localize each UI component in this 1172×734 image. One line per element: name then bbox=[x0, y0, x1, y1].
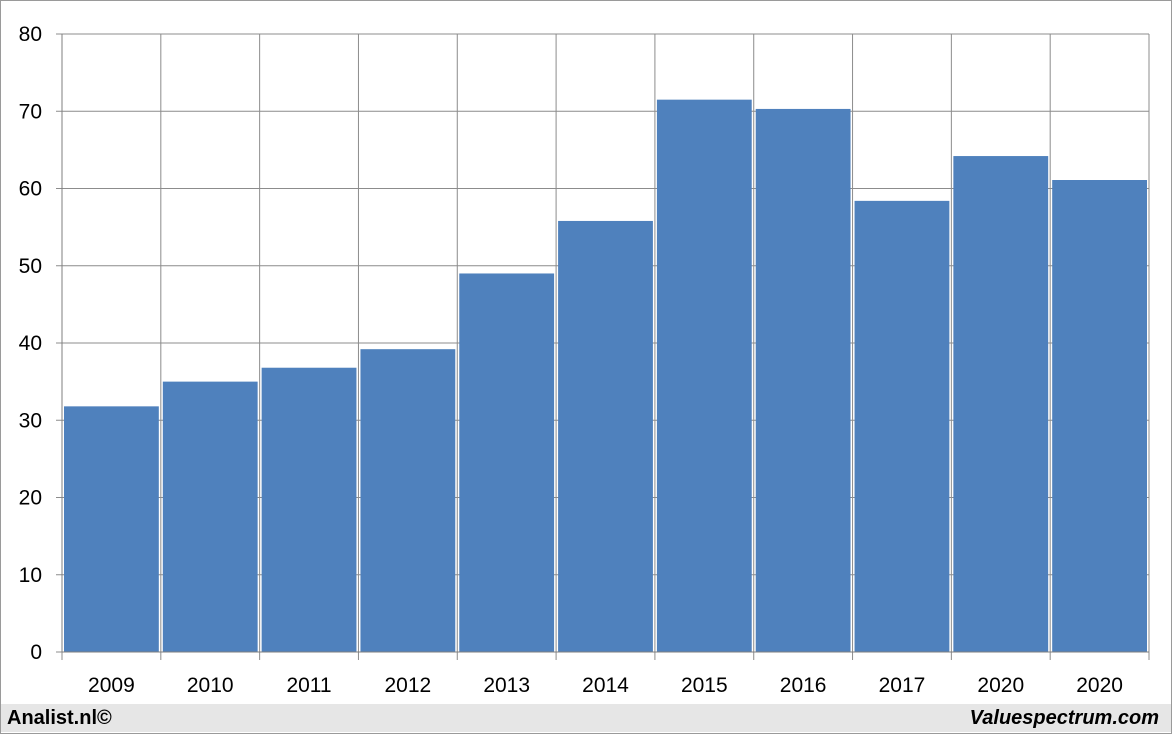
bar-2011 bbox=[261, 367, 357, 652]
x-tick-label: 2015 bbox=[681, 674, 728, 697]
y-tick-label: 30 bbox=[19, 409, 42, 432]
x-tick-label: 2014 bbox=[582, 674, 629, 697]
bar-2012 bbox=[360, 349, 456, 652]
bar-2013 bbox=[459, 273, 555, 652]
x-tick-label: 2012 bbox=[385, 674, 432, 697]
bar-2015 bbox=[656, 99, 752, 653]
bar-2017 bbox=[854, 200, 950, 653]
y-tick-label: 70 bbox=[19, 100, 42, 123]
x-tick-label: 2013 bbox=[483, 674, 530, 697]
x-tick-label: 2017 bbox=[879, 674, 926, 697]
bars-layer bbox=[64, 99, 1147, 653]
x-tick-label: 2020 bbox=[977, 674, 1024, 697]
footer-source-right: Valuespectrum.com bbox=[969, 707, 1159, 729]
footer-source-left: Analist.nl© bbox=[7, 707, 112, 729]
bar-2016 bbox=[755, 108, 851, 653]
y-tick-label: 80 bbox=[19, 23, 42, 46]
bar-2020 bbox=[953, 156, 1049, 652]
axis-layer bbox=[56, 33, 1149, 653]
y-tick-label: 40 bbox=[19, 332, 42, 355]
x-tick-label: 2011 bbox=[286, 674, 331, 697]
labels-layer: 0 10 20 30 40 50 60 70 80 2009 2010 2011 2012 2013 201… bbox=[19, 23, 1123, 697]
bar-chart: 0 10 20 30 40 50 60 70 80 2009 2010 2011 2012 2013 201… bbox=[19, 23, 1150, 697]
y-tick-label: 50 bbox=[19, 255, 42, 278]
x-tick-label: 2020 bbox=[1076, 674, 1123, 697]
x-tick-label: 2016 bbox=[780, 674, 827, 697]
y-tick-label: 20 bbox=[19, 487, 42, 510]
footer-bar: Analist.nl© Valuespectrum.com bbox=[1, 704, 1171, 732]
bar-2010 bbox=[162, 381, 258, 652]
x-tick-label: 2010 bbox=[187, 674, 234, 697]
y-tick-label: 60 bbox=[19, 178, 42, 201]
bar-2009 bbox=[64, 406, 159, 652]
bar-2014 bbox=[558, 220, 653, 652]
x-tick-label: 2009 bbox=[88, 674, 135, 697]
y-tick-label: 0 bbox=[30, 641, 42, 664]
bar-2020 bbox=[1052, 180, 1147, 652]
y-tick-label: 10 bbox=[19, 564, 42, 587]
